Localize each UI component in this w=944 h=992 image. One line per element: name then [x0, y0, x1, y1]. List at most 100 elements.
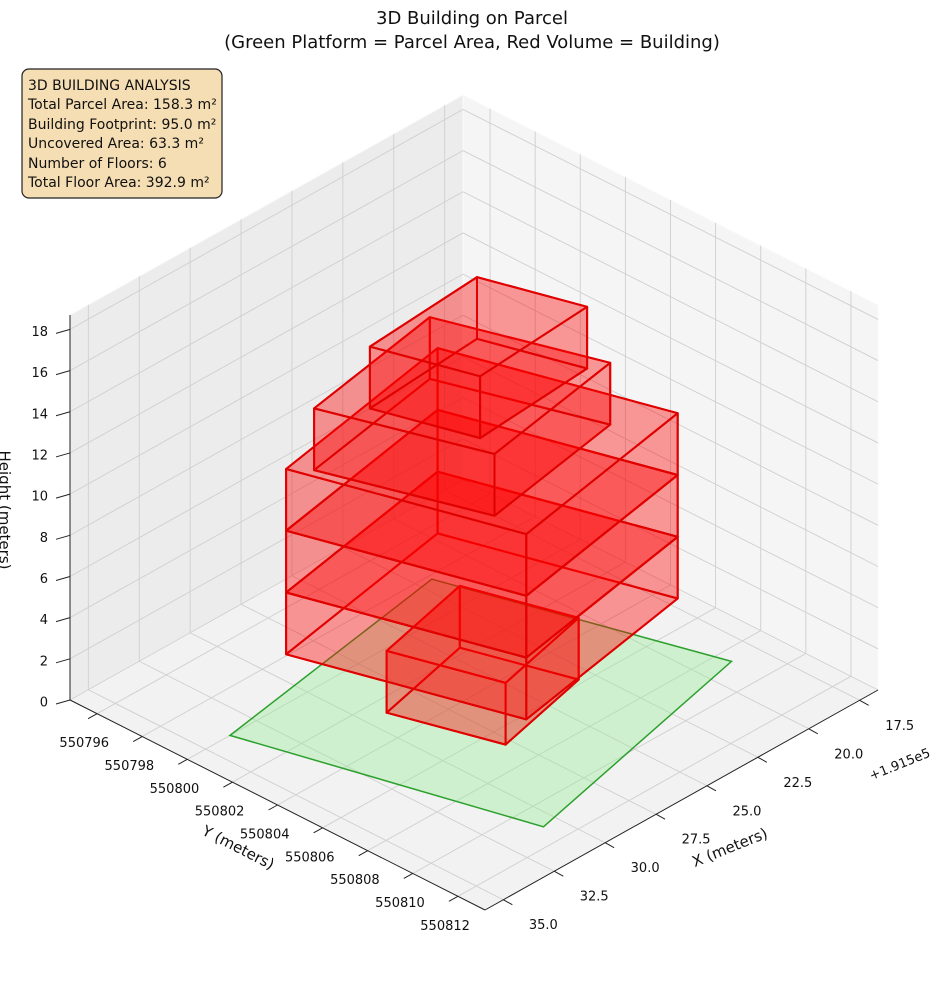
marks [228, 276, 734, 828]
z-tick [55, 617, 71, 623]
z-axis-label: Height (meters) [0, 451, 14, 570]
y-tick [313, 827, 323, 834]
y-tick [403, 873, 414, 879]
y-tick [448, 895, 459, 902]
x-tick [503, 899, 513, 906]
grid-line [69, 314, 464, 536]
x-tick-label: 20.0 [834, 747, 863, 762]
y-axis-line [69, 699, 486, 911]
y-tick [223, 781, 233, 788]
z-tick-label: 2 [40, 654, 48, 669]
z-tick-label: 10 [31, 490, 48, 505]
grid-line [69, 397, 464, 619]
x-offset-label: +1.915e5 [867, 746, 932, 784]
z-tick-label: 4 [40, 613, 48, 628]
info-line: Number of Floors: 6 [28, 156, 167, 172]
info-title: 3D BUILDING ANALYSIS [28, 78, 191, 94]
z-tick-label: 12 [31, 448, 48, 463]
y-tick [87, 713, 98, 720]
y-tick [178, 758, 188, 765]
x-tick-label: 17.5 [885, 719, 914, 734]
x-tick-label: 30.0 [631, 861, 660, 876]
x-tick [706, 785, 717, 792]
axes: 17.5 20.0 22.5 25.0 27.5 30.0 32.5 35.0 550796 55… [31, 315, 914, 934]
info-box: 3D BUILDING ANALYSIS Total Parcel Area: … [21, 68, 223, 199]
y-tick-label: 550812 [420, 919, 470, 934]
z-tick-label: 16 [31, 366, 48, 381]
grid-line [69, 356, 464, 577]
x-tick [859, 699, 869, 706]
grid-line [69, 438, 464, 660]
x-tick [808, 728, 819, 735]
grid-line [462, 356, 879, 567]
floor [313, 316, 612, 517]
x-tick [553, 870, 564, 877]
info-box-frame [21, 68, 223, 199]
y-tick-label: 550802 [195, 805, 245, 820]
z-tick [55, 493, 71, 499]
x-tick [655, 813, 666, 820]
y-tick-label: 550806 [285, 850, 335, 865]
grid-line [412, 653, 807, 874]
grid-line [462, 479, 879, 691]
y-tick [268, 804, 278, 811]
x-axis-line [484, 689, 879, 911]
grid-line [457, 675, 852, 897]
info-line: Building Footprint: 95.0 m² [28, 117, 216, 133]
y-tick [358, 850, 368, 857]
grid-line [232, 561, 626, 783]
y-tick-label: 550810 [375, 896, 425, 911]
z-tick-label: 18 [31, 325, 48, 340]
grid-line [141, 516, 536, 737]
grid-line [462, 314, 879, 526]
y-tick [132, 736, 143, 742]
grid-line [462, 273, 879, 485]
z-tick-label: 8 [40, 531, 48, 546]
grid-line [462, 232, 879, 444]
info-line: Uncovered Area: 63.3 m² [28, 136, 204, 152]
z-tick [55, 411, 71, 417]
floor [285, 470, 679, 721]
grid-line [69, 273, 464, 495]
z-tick [55, 575, 71, 581]
y-tick-label: 550804 [240, 828, 290, 843]
x-tick-label: 25.0 [732, 804, 761, 819]
chart-title: 3D Building on Parcel [376, 8, 568, 29]
x-tick-label: 32.5 [580, 890, 609, 905]
grid-line [187, 538, 581, 760]
floor-top [385, 584, 580, 684]
z-tick [55, 328, 71, 334]
grid-line [462, 191, 879, 403]
grid-line [367, 630, 761, 852]
z-tick-label: 0 [40, 696, 48, 711]
y-tick-label: 550796 [59, 736, 109, 751]
grid-line [69, 479, 464, 701]
y-tick-label: 550798 [105, 759, 155, 774]
y-tick-label: 550800 [150, 782, 200, 797]
z-tick-label: 14 [31, 407, 48, 422]
x-tick-label: 27.5 [682, 833, 711, 848]
chart-subtitle: (Green Platform = Parcel Area, Red Volum… [224, 32, 720, 53]
parcel [228, 578, 734, 828]
info-line: Total Floor Area: 392.9 m² [27, 175, 210, 191]
x-tick-label: 35.0 [529, 918, 558, 933]
grid-line [462, 109, 879, 320]
grid-line [69, 232, 464, 454]
x-tick [604, 842, 615, 849]
info-line: Total Parcel Area: 158.3 m² [27, 97, 217, 113]
grid-line [96, 493, 491, 715]
floor [285, 408, 679, 659]
floor [368, 276, 589, 440]
z-tick [55, 452, 71, 458]
x-tick [757, 756, 768, 763]
floor-top [368, 276, 589, 378]
grid-line [69, 191, 464, 413]
z-tick-label: 6 [40, 572, 48, 587]
z-tick [55, 658, 71, 664]
grid-line [462, 397, 879, 609]
z-tick [55, 534, 71, 540]
y-tick-label: 550808 [330, 873, 380, 888]
z-tick [55, 370, 71, 376]
grid-line [69, 150, 464, 371]
